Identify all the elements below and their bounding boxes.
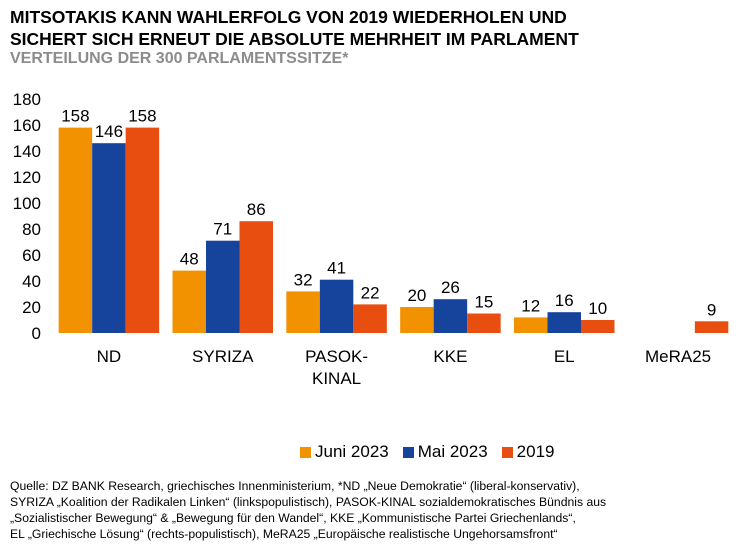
bar-mai-2023-2 (319, 279, 354, 333)
bar-juni-2023-1 (172, 270, 206, 333)
legend-swatch-juni-2023 (300, 446, 311, 458)
bar-2019-0 (125, 127, 160, 333)
bar-mai-2023-0 (92, 143, 126, 333)
bar-2019-2 (353, 304, 387, 333)
data-label-juni-2023-1: 48 (180, 250, 199, 269)
data-label-2019-1: 86 (247, 200, 266, 219)
x-tick-label-1-0: SYRIZA (192, 347, 254, 366)
x-tick-label-3-0: KKE (433, 347, 467, 366)
data-label-juni-2023-4: 12 (521, 296, 540, 315)
source-line-2: SYRIZA „Koalition der Radikalen Linken“ … (10, 495, 607, 509)
source-line-1: Quelle: DZ BANK Research, griechisches I… (10, 479, 580, 493)
y-tick-label-180: 180 (13, 90, 41, 109)
bar-mai-2023-1 (206, 240, 240, 333)
bar-chart: 0 20 40 60 80 100 120 140 160 180 158 146 158 ND 48 71 8… (13, 90, 729, 388)
bar-juni-2023-4 (514, 317, 548, 333)
legend-label-mai-2023: Mai 2023 (417, 442, 488, 461)
chart-legend: Juni 2023 Mai 2023 2019 (300, 442, 569, 462)
x-tick-label-2-1: KINAL (312, 369, 361, 388)
chart-title-line-2: SICHERT SICH ERNEUT DIE ABSOLUTE MEHRHEI… (10, 29, 579, 49)
legend-label-juni-2023: Juni 2023 (315, 442, 389, 461)
data-label-juni-2023-2: 32 (294, 270, 313, 289)
bar-juni-2023-2 (286, 291, 320, 333)
legend-label-2019: 2019 (516, 442, 555, 461)
legend-swatch-mai-2023 (402, 446, 414, 458)
y-tick-label-120: 120 (13, 168, 41, 187)
x-tick-label-0-0: ND (97, 347, 122, 366)
bar-mai-2023-3 (433, 299, 468, 333)
bar-juni-2023-3 (400, 307, 434, 333)
y-tick-label-0: 0 (32, 324, 41, 343)
source-line-3: „Sozialistischer Bewegung“ & „Bewegung f… (10, 511, 576, 525)
data-label-mai-2023-2: 41 (327, 259, 346, 278)
y-tick-label-20: 20 (22, 298, 41, 317)
y-tick-label-60: 60 (22, 246, 41, 265)
bar-2019-5 (694, 321, 729, 333)
chart-title: MITSOTAKIS KANN WAHLERFOLG VON 2019 WIED… (10, 6, 735, 50)
data-label-mai-2023-3: 26 (441, 278, 460, 297)
bar-2019-3 (467, 313, 501, 333)
data-label-mai-2023-1: 71 (213, 220, 232, 239)
data-label-juni-2023-3: 20 (407, 286, 426, 305)
y-tick-label-40: 40 (22, 272, 41, 291)
legend-swatch-2019 (501, 446, 513, 458)
data-label-juni-2023-0: 158 (61, 107, 89, 126)
data-label-2019-3: 15 (474, 293, 493, 312)
chart-title-line-1: MITSOTAKIS KANN WAHLERFOLG VON 2019 WIED… (10, 7, 567, 27)
y-tick-label-80: 80 (22, 220, 41, 239)
bar-2019-1 (239, 221, 273, 333)
source-note: Quelle: DZ BANK Research, griechisches I… (10, 478, 735, 542)
bar-mai-2023-4 (547, 312, 581, 333)
data-label-2019-4: 10 (588, 299, 607, 318)
legend-item-mai-2023: Mai 2023 (402, 442, 488, 462)
data-label-2019-0: 158 (128, 107, 156, 126)
legend-item-2019: 2019 (501, 442, 555, 462)
bar-2019-4 (581, 320, 615, 333)
y-tick-label-160: 160 (13, 116, 41, 135)
legend-item-juni-2023: Juni 2023 (300, 442, 389, 462)
chart-subtitle: VERTEILUNG DER 300 PARLAMENTSSITZE* (10, 50, 349, 67)
x-tick-label-4-0: EL (554, 347, 575, 366)
data-label-2019-2: 22 (361, 283, 380, 302)
data-label-mai-2023-0: 146 (95, 122, 123, 141)
data-label-2019-5: 9 (707, 300, 716, 319)
x-tick-label-2-0: PASOK- (305, 347, 368, 366)
data-label-mai-2023-4: 16 (555, 291, 574, 310)
y-tick-label-100: 100 (13, 194, 41, 213)
x-tick-label-5-0: MeRA25 (645, 347, 711, 366)
bar-juni-2023-0 (58, 127, 93, 333)
y-tick-label-140: 140 (13, 142, 41, 161)
source-line-4: EL „Griechische Lösung“ (rechts-populist… (10, 527, 558, 541)
